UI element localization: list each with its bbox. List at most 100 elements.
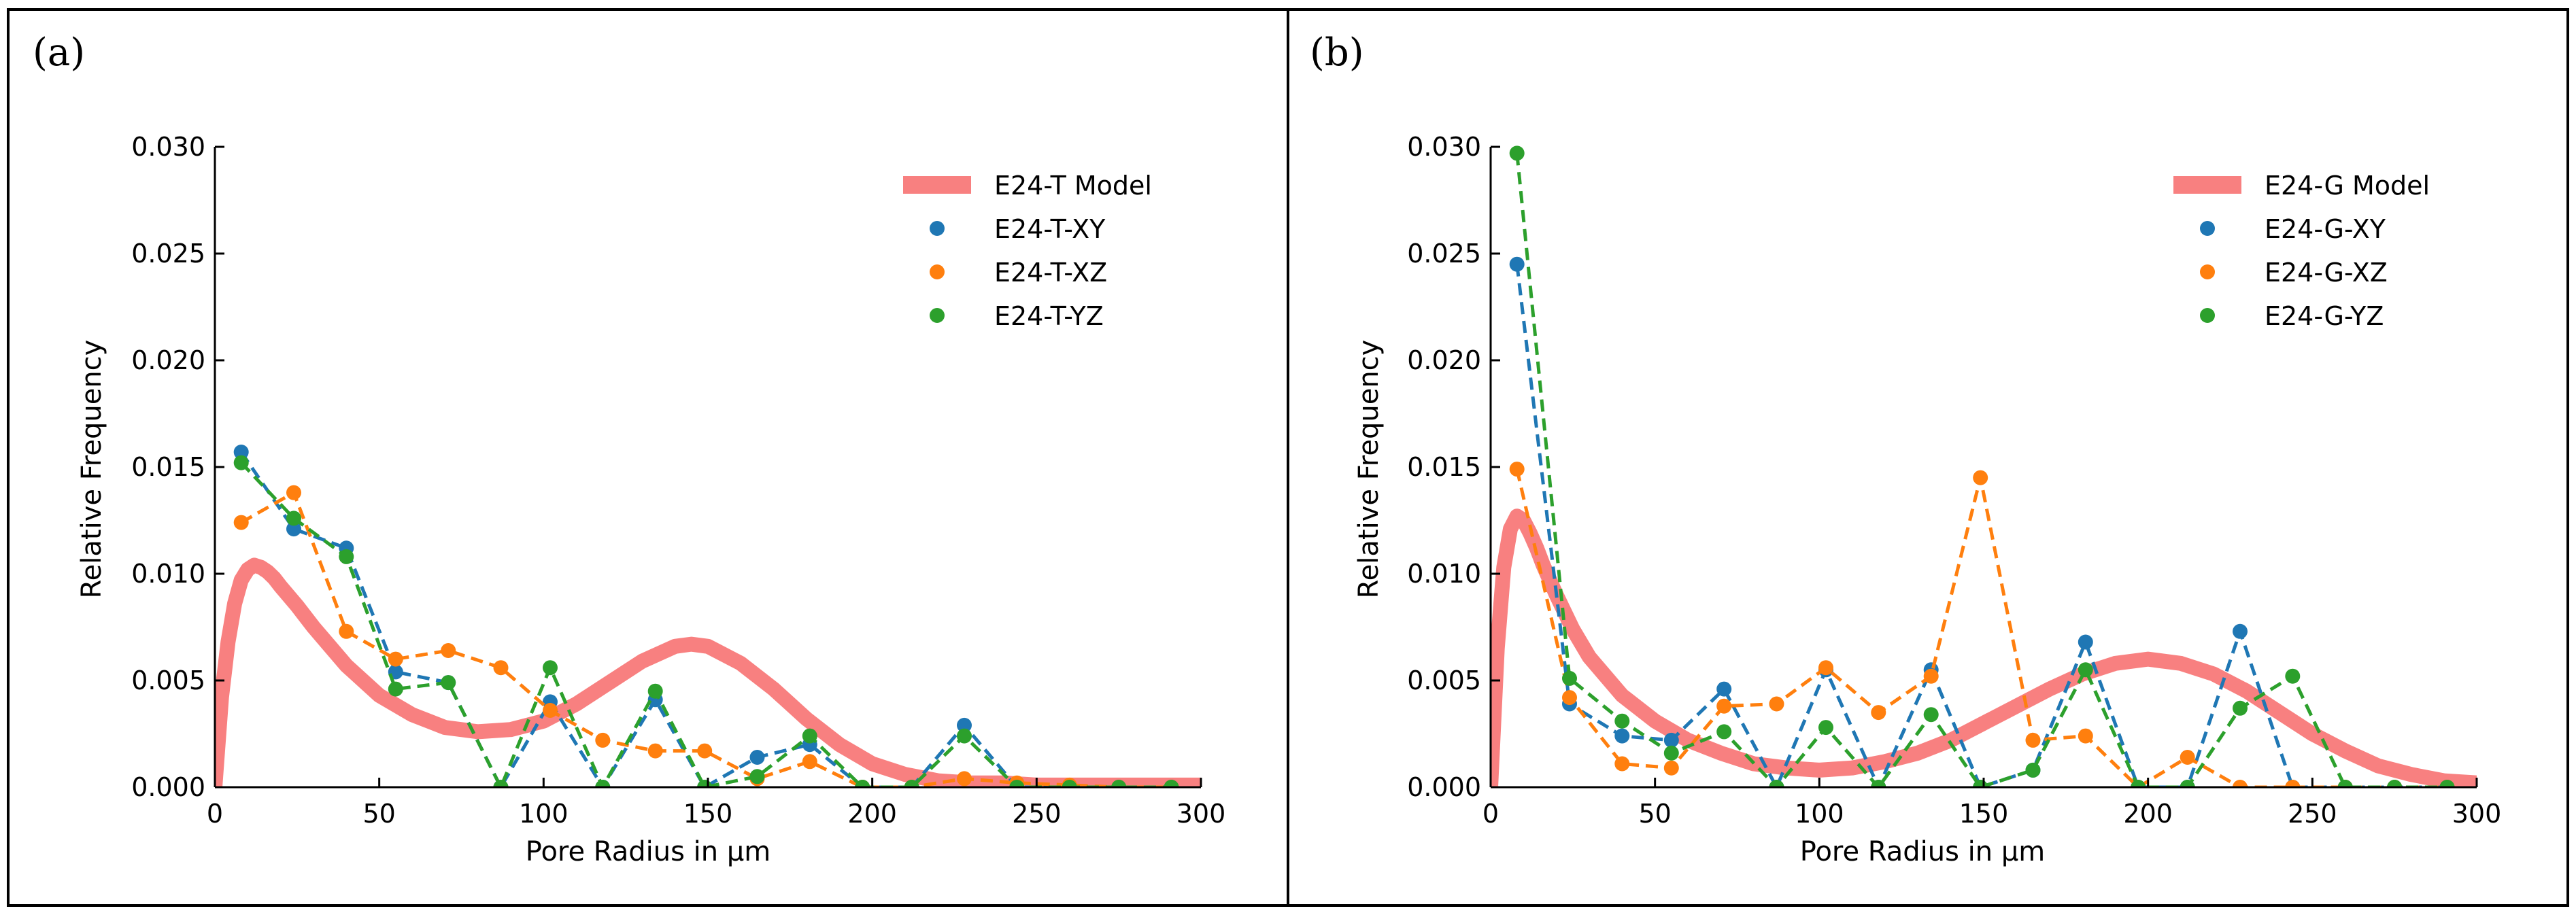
panel-b-legend-xy-marker: [2200, 221, 2215, 236]
panel-b-y-tick-label: 0.005: [1407, 666, 1481, 695]
panel-b-series-xz-point: [2285, 780, 2301, 787]
panel-b-x-tick-label: 150: [1959, 799, 2009, 829]
panel-b-x-tick-label: 0: [1482, 799, 1499, 829]
panel-b-series-yz-point: [2078, 662, 2093, 678]
panel-b-series-xz-point: [2233, 780, 2248, 787]
panel-b-series-yz-point: [1769, 780, 1784, 787]
panel-b-series-yz-point: [1509, 145, 1525, 161]
panel-a-legend-xz-label: E24-T-XZ: [994, 258, 1107, 288]
panel-b-series-yz-point: [1562, 670, 1577, 686]
panel-b-series-xz-point: [2180, 750, 2195, 765]
panel-b-legend-xz-marker: [2200, 264, 2215, 279]
panel-b-legend: E24-G Model E24-G-XY E24-G-XZ E24-G-YZ: [2173, 171, 2430, 331]
panel-a-series-xz-point: [286, 485, 301, 500]
panel-a-series-xz-point: [595, 732, 611, 748]
panel-b-series-yz-point: [2025, 762, 2041, 778]
panel-b-series-xz-point: [1871, 705, 1886, 721]
panel-a-series-yz-point: [1111, 780, 1127, 787]
panel-a-series-yz-point: [1009, 780, 1025, 787]
panel-b-series-xz-point: [1973, 470, 1988, 485]
panel-b-y-tick-label: 0.025: [1407, 239, 1481, 269]
panel-b-legend-xy-label: E24-G-XY: [2265, 214, 2386, 244]
panel-b-series-yz-point: [1663, 745, 1679, 761]
panel-a-y-tick-label: 0.020: [131, 345, 205, 375]
panel-a-y-tick-label: 0.030: [131, 132, 205, 162]
panel-a: (a) 0 50 100 150 200 250 300 0.000 0.005 0.010 0.0…: [7, 8, 1289, 907]
panel-a-series-yz-point: [595, 780, 611, 787]
panel-a-x-tick-label: 300: [1176, 799, 1226, 829]
panel-a-series-yz-point: [647, 683, 663, 699]
panel-b-legend-yz-marker: [2200, 308, 2215, 323]
panel-a-x-tick-label: 100: [519, 799, 569, 829]
panel-a-series-xz-point: [802, 754, 817, 770]
panel-a-series-yz-point: [388, 681, 403, 697]
panel-a-series-xz-point: [647, 743, 663, 759]
panel-b-y-tick-label: 0.000: [1407, 772, 1481, 802]
panel-a-series-yz-point: [749, 769, 765, 784]
panel-a-legend-xy-marker: [930, 221, 945, 236]
panel-b-x-tick-label: 300: [2452, 799, 2502, 829]
panel-a-series-xz-point: [441, 643, 456, 658]
panel-b-series-xz-point: [1562, 690, 1577, 706]
panel-b-series-xz-point: [2078, 728, 2093, 744]
panel-b-series-xy-point: [2078, 634, 2093, 650]
panel-b-series-yz-point: [2180, 780, 2195, 787]
panel-b-legend-yz-label: E24-G-YZ: [2265, 301, 2384, 331]
panel-a-series-xz-point: [233, 515, 249, 530]
panel-a-series-yz-point: [493, 780, 509, 787]
panel-a-series-xy-point: [286, 521, 301, 537]
panel-a-series-xz-point: [697, 743, 713, 759]
panel-b-x-tick-label: 100: [1795, 799, 1844, 829]
panel-a-series-xz-point: [957, 771, 972, 787]
panel-b-y-tick-label: 0.010: [1407, 559, 1481, 589]
panel-b-series-xz-point: [1716, 698, 1732, 714]
panel-a-x-tick-label: 150: [683, 799, 733, 829]
panel-b-series-xy-point: [1663, 732, 1679, 748]
panel-a-legend-model-label: E24-T Model: [994, 171, 1152, 201]
panel-a-label: (a): [33, 31, 85, 75]
panel-a-x-tick-label: 50: [362, 799, 395, 829]
panel-a-series-xy-point: [957, 717, 972, 733]
panel-b-y-tick-label: 0.030: [1407, 132, 1481, 162]
panel-b-x-tick-label: 250: [2288, 799, 2337, 829]
panel-b-legend-model-label: E24-G Model: [2265, 171, 2430, 201]
panel-b-series-yz-point: [2439, 780, 2455, 787]
panel-a-plot-area: 0 50 100 150 200 250 300 0.000 0.005 0.010 0.015 0.…: [131, 132, 1225, 829]
panel-b-series-xy-point: [2233, 623, 2248, 639]
panel-b-series-yz-point: [1614, 713, 1630, 729]
panel-b-x-axis-label: Pore Radius in μm: [1800, 836, 2046, 867]
panel-a-y-tick-label: 0.005: [131, 666, 205, 695]
panel-a-y-tick-label: 0.015: [131, 452, 205, 482]
panel-b-series-xz-point: [2025, 732, 2041, 748]
panel-a-model-curve: [215, 557, 1201, 787]
panel-a-series-yz-point: [441, 675, 456, 691]
panel-b-series-xy-point: [1509, 256, 1525, 272]
panel-b-series-yz-point: [2337, 780, 2353, 787]
panel-a-legend: E24-T Model E24-T-XY E24-T-XZ E24-T-YZ: [903, 171, 1152, 331]
panel-a-series-xz-point: [339, 623, 354, 639]
panel-a-series-xz-point: [388, 651, 403, 667]
panel-a-series-yz-point: [1164, 780, 1179, 787]
panel-a-series-yz-point: [1062, 780, 1077, 787]
panel-b-series-yz-point: [2233, 700, 2248, 716]
panel-a-series-yz-point: [543, 660, 558, 676]
panel-a-series-yz-point: [904, 780, 919, 787]
panel-a-legend-xy-label: E24-T-XY: [994, 214, 1106, 244]
panel-b-x-tick-label: 200: [2123, 799, 2173, 829]
panel-a-series-yz-point: [802, 728, 817, 744]
panel-a-series-yz-point: [855, 780, 870, 787]
panel-b-x-tick-label: 50: [1638, 799, 1671, 829]
panel-b-series-xz-point: [1614, 756, 1630, 772]
panel-a-series-xz-point: [543, 703, 558, 718]
panel-b-legend-xz-label: E24-G-XZ: [2265, 258, 2388, 288]
panel-a-series-yz-point: [286, 511, 301, 526]
panel-a-x-axis-label: Pore Radius in μm: [526, 836, 771, 867]
panel-b-series-yz-point: [1871, 780, 1886, 787]
panel-b-series-yz-point: [2285, 668, 2301, 684]
panel-b-plot-area: 0 50 100 150 200 250 300 0.000 0.005 0.010 0.015 0.…: [1407, 132, 2501, 829]
panel-b-series-xz-point: [1663, 760, 1679, 776]
panel-b: (b) 0 50 100 150 200 250 300 0.000 0.005 0.010 0.0…: [1287, 8, 2569, 907]
panel-b-series-xz-point: [1509, 462, 1525, 477]
panel-a-series-xy-point: [749, 750, 765, 765]
panel-b-data-layer: [1491, 145, 2477, 787]
